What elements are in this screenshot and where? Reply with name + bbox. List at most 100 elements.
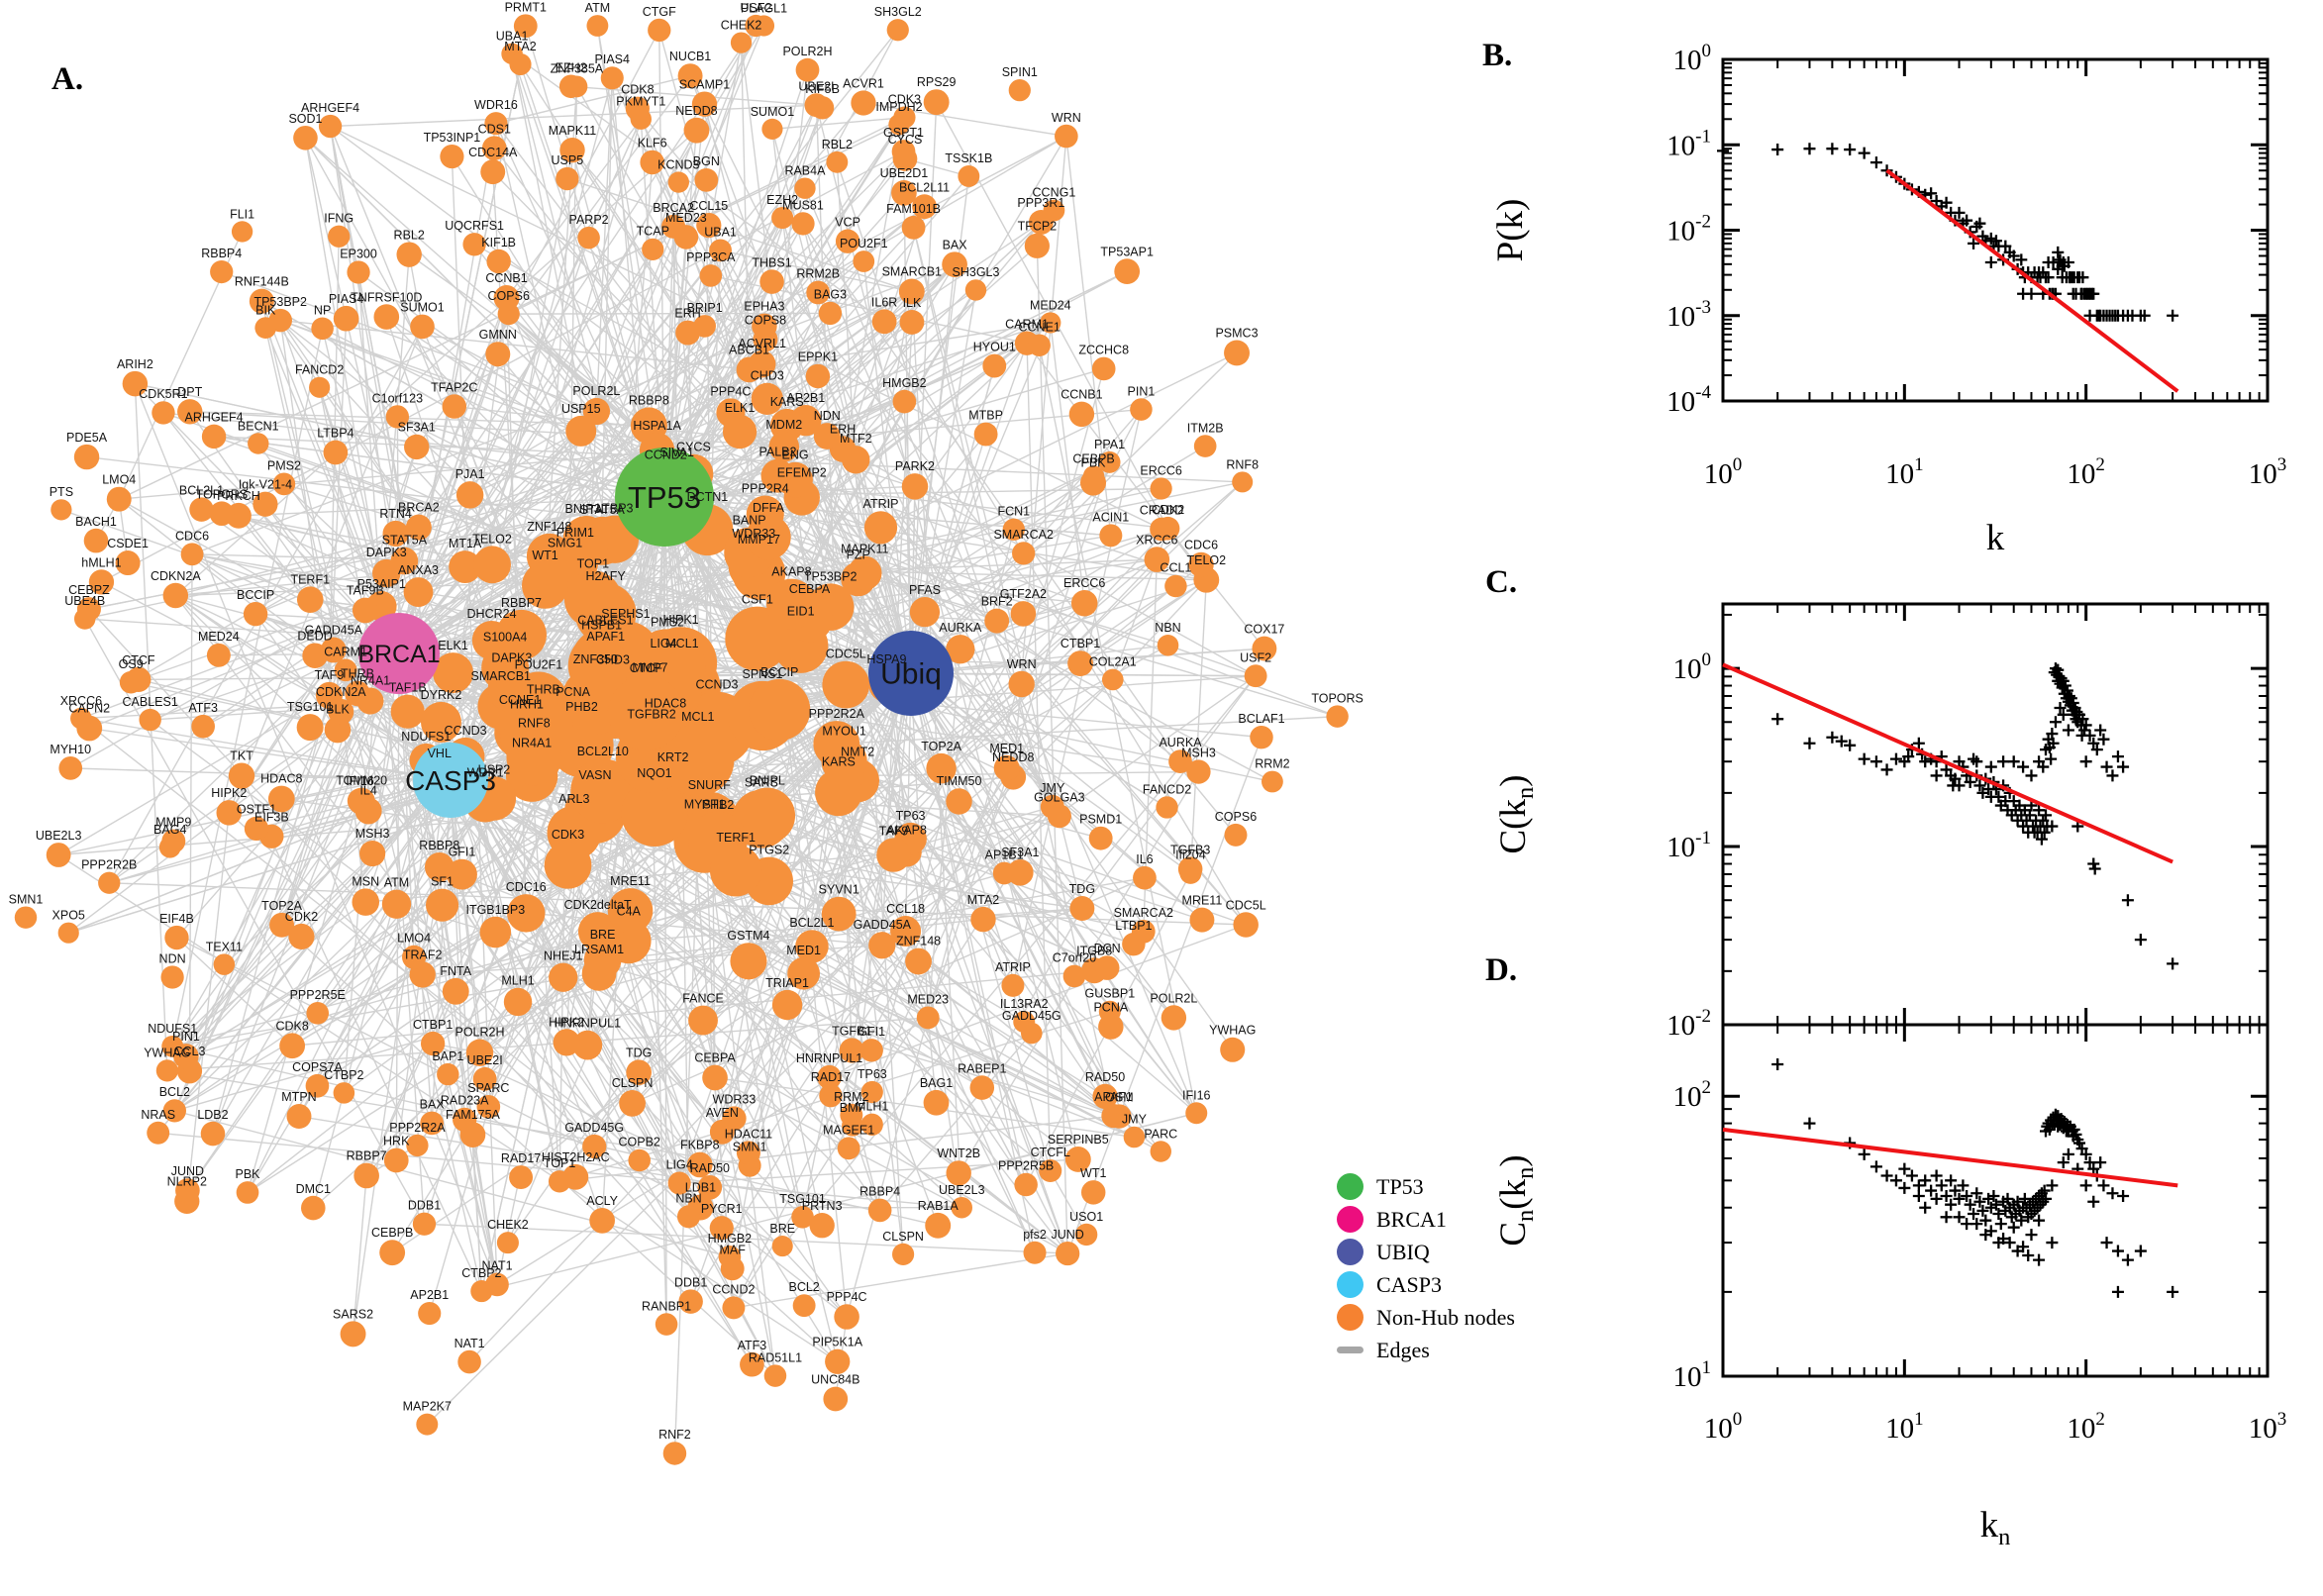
plus-marker: [1997, 755, 2010, 768]
node-label: TELO2: [1187, 553, 1227, 567]
node-label: TP63: [896, 809, 926, 823]
x-axis-title: kn​: [1980, 1505, 2011, 1550]
edge: [740, 43, 873, 1125]
network-node: [1055, 124, 1078, 149]
network-node: [333, 305, 359, 332]
network-node: [210, 259, 234, 284]
node-label: C7orf20: [1053, 951, 1097, 965]
plus-marker: [1835, 735, 1848, 748]
plus-marker: [2167, 957, 2179, 970]
network-node: [970, 906, 996, 933]
node-label: PIAS4: [595, 52, 630, 66]
node-label: USO1: [1069, 1210, 1103, 1224]
network-node: [577, 226, 600, 249]
node-label: SUMO1: [400, 301, 445, 315]
edge: [910, 672, 1174, 1019]
node-label: GFI1: [449, 846, 476, 859]
plus-marker: [2073, 1137, 2086, 1149]
edge: [391, 976, 564, 1253]
network-node: [390, 694, 425, 729]
plus-marker: [1869, 755, 1882, 768]
node-label: RBBP4: [201, 247, 242, 260]
network-node: [418, 1301, 442, 1326]
chart-D: 102 101 100 101 102 103 Cn​(kn​) kn​: [1493, 1023, 2286, 1550]
plus-marker: [1976, 1204, 1989, 1217]
node-label: CSDE1: [107, 537, 149, 550]
plot-box: [1721, 1023, 2270, 1378]
edge: [1036, 246, 1068, 1254]
plus-marker: [2047, 737, 2060, 749]
network-node: [252, 491, 278, 517]
x-tick-label: 103: [2249, 454, 2287, 490]
node-label: DDB1: [674, 1275, 707, 1289]
network-node: [969, 1075, 995, 1100]
hub-label-ubiq: Ubiq: [880, 658, 942, 691]
network-node: [792, 1294, 816, 1318]
network-node: [912, 194, 937, 220]
node-label: HDAC8: [260, 772, 302, 786]
network-node: [851, 90, 876, 116]
x-tick-label: 102: [2067, 1409, 2105, 1445]
network-node: [1002, 518, 1025, 542]
plus-marker: [2025, 769, 2038, 782]
node-label: CCND2: [645, 448, 687, 461]
plus-marker: [2117, 1190, 2130, 1203]
node-label: Igk-V21-4: [239, 478, 292, 492]
node-label: SARS2: [333, 1307, 373, 1321]
node-label: CLSPN: [882, 1230, 924, 1244]
node-label: BGN: [693, 154, 720, 168]
node-label: TOPORS: [196, 487, 249, 501]
node-label: P53AIP1: [357, 577, 406, 591]
plus-marker: [2117, 760, 2130, 773]
node-label: LTBP1: [1115, 919, 1152, 933]
node-label: APAF1: [586, 630, 625, 644]
edge: [298, 1115, 880, 1212]
data-points: [1771, 1057, 2179, 1298]
network-node: [279, 1033, 306, 1059]
y-axis-title: Cn​(kn​): [1493, 1154, 1539, 1246]
network-node: [462, 233, 486, 256]
node-label: HRK: [383, 1135, 410, 1148]
node-label: SMARCA2: [993, 528, 1053, 542]
node-label: MLH1: [501, 974, 534, 988]
casp3-dot-icon: [1337, 1271, 1364, 1298]
plus-marker: [2076, 271, 2089, 284]
node-label: CTCF: [630, 661, 663, 675]
edge: [883, 321, 1247, 926]
node-label: AKAP8: [771, 565, 811, 579]
y-tick-labels: 100 10-1 10-2: [1666, 649, 1711, 1042]
network-node: [709, 1216, 734, 1241]
plus-marker: [2090, 744, 2103, 756]
network-node: [1024, 233, 1050, 258]
plus-marker: [1953, 779, 1966, 792]
panel-d-label: D.: [1485, 952, 1518, 988]
edge: [692, 473, 1036, 1253]
node-label: RAD17: [501, 1151, 541, 1165]
node-label: TNFRSF10D: [351, 290, 422, 304]
node-label: DCTN1: [687, 490, 729, 504]
plus-marker: [2094, 1156, 2107, 1169]
node-label: SNURF: [688, 778, 731, 792]
node-label: H2AFY: [585, 569, 626, 583]
network-node: [231, 221, 253, 243]
network-node: [1023, 1241, 1047, 1264]
node-label: LDB2: [197, 1108, 228, 1122]
node-label: MTF2: [840, 432, 872, 446]
network-node: [973, 422, 998, 447]
node-label: LIG4: [666, 1158, 693, 1172]
plus-marker: [2015, 1214, 2028, 1227]
node-label: MED1: [989, 742, 1024, 755]
node-label: BRE: [769, 1222, 795, 1236]
plus-marker: [2057, 1156, 2070, 1169]
plus-marker: [2079, 719, 2092, 732]
node-label: MSH3: [1181, 746, 1216, 759]
network-node: [891, 180, 917, 206]
plus-marker: [1953, 1192, 1966, 1205]
network-node: [1008, 79, 1031, 102]
network-node: [1047, 804, 1071, 829]
plus-marker: [1803, 1117, 1816, 1130]
node-label: NMT2: [841, 746, 874, 759]
node-label: TKT: [230, 748, 253, 762]
node-label: XRCC6: [60, 694, 102, 708]
